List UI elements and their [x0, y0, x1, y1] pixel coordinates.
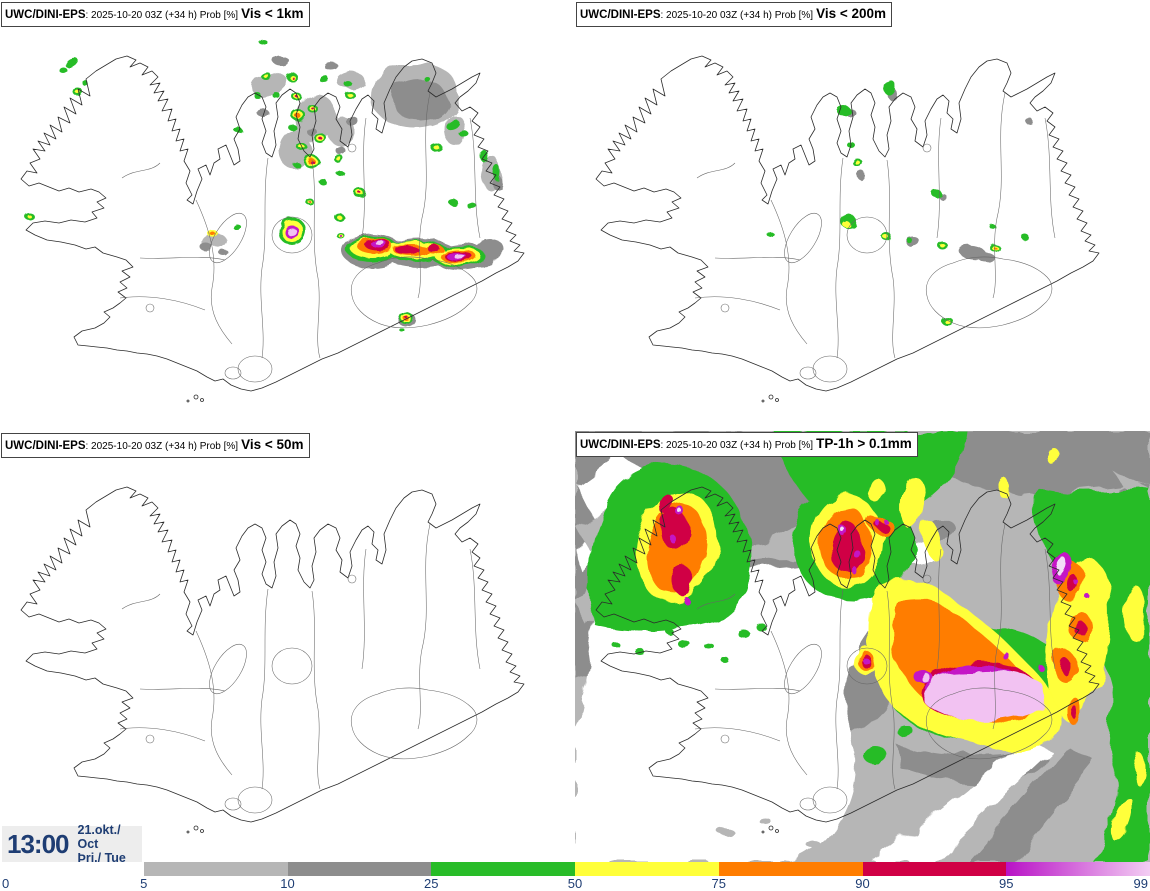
iceland-coastline-map [20, 446, 525, 834]
run-meta: : 2025-10-20 03Z (+34 h) Prob [%] [660, 10, 814, 21]
param-label: TP-1h > 0.1mm [816, 436, 912, 451]
valid-date-day: Þri./ Tue [77, 851, 126, 865]
colorbar-segment-5 [718, 862, 863, 876]
panel-title-vis-200m: UWC/DINI-EPS: 2025-10-20 03Z (+34 h) Pro… [576, 2, 893, 27]
prob-field-vis-200m [766, 80, 1032, 325]
colorbar-segment-7 [1006, 862, 1150, 876]
colorbar-tick-75: 75 [711, 876, 726, 891]
valid-date: 21.okt./ Oct Þri./ Tue [78, 823, 143, 865]
param-label: Vis < 50m [241, 437, 304, 452]
colorbar-tick-0: 0 [2, 876, 10, 891]
panel-title-vis-1km: UWC/DINI-EPS: 2025-10-20 03Z (+34 h) Pro… [1, 2, 310, 27]
prob-field-vis-1km [25, 39, 504, 333]
colorbar-segment-1 [143, 862, 288, 876]
colorbar-segment-2 [287, 862, 432, 876]
panel-title-vis-50m: UWC/DINI-EPS: 2025-10-20 03Z (+34 h) Pro… [1, 433, 310, 458]
model-label: UWC/DINI-EPS [580, 9, 661, 21]
panel-title-tp-1h: UWC/DINI-EPS: 2025-10-20 03Z (+34 h) Pro… [576, 432, 918, 457]
colorbar-segment-3 [431, 862, 575, 876]
colorbar-tick-90: 90 [855, 876, 870, 891]
panel-vis-1km: UWC/DINI-EPS: 2025-10-20 03Z (+34 h) Pro… [0, 0, 575, 431]
colorbar-segment-6 [862, 862, 1007, 876]
probability-colorbar [0, 862, 1150, 876]
run-meta: : 2025-10-20 03Z (+34 h) Prob [%] [85, 441, 239, 452]
param-label: Vis < 1km [241, 6, 304, 21]
colorbar-tick-25: 25 [424, 876, 439, 891]
colorbar-labels: 0 5 10 25 50 75 90 95 99 [0, 876, 1150, 891]
iceland-coastline-map [595, 15, 1100, 403]
run-meta: : 2025-10-20 03Z (+34 h) Prob [%] [660, 440, 814, 451]
colorbar-tick-5: 5 [140, 876, 148, 891]
valid-time: 13:00 [7, 828, 69, 859]
run-meta: : 2025-10-20 03Z (+34 h) Prob [%] [85, 10, 239, 21]
model-label: UWC/DINI-EPS [5, 9, 86, 21]
colorbar-segment-0 [0, 862, 144, 876]
model-label: UWC/DINI-EPS [5, 440, 86, 452]
valid-date-month: 21.okt./ Oct [77, 823, 121, 851]
colorbar-tick-50: 50 [567, 876, 583, 891]
valid-time-box: 13:00 21.okt./ Oct Þri./ Tue [2, 823, 143, 865]
colorbar-tick-10: 10 [280, 876, 295, 891]
panel-vis-50m: UWC/DINI-EPS: 2025-10-20 03Z (+34 h) Pro… [0, 431, 575, 862]
panel-tp-1h: UWC/DINI-EPS: 2025-10-20 03Z (+34 h) Pro… [575, 431, 1150, 862]
colorbar-tick-99: 99 [1133, 876, 1148, 891]
prob-field-tp-1h [575, 431, 1150, 862]
colorbar-tick-95: 95 [999, 876, 1014, 891]
panel-vis-200m: UWC/DINI-EPS: 2025-10-20 03Z (+34 h) Pro… [575, 0, 1150, 431]
colorbar-segment-4 [575, 862, 719, 876]
param-label: Vis < 200m [816, 6, 887, 21]
model-label: UWC/DINI-EPS [580, 439, 661, 451]
